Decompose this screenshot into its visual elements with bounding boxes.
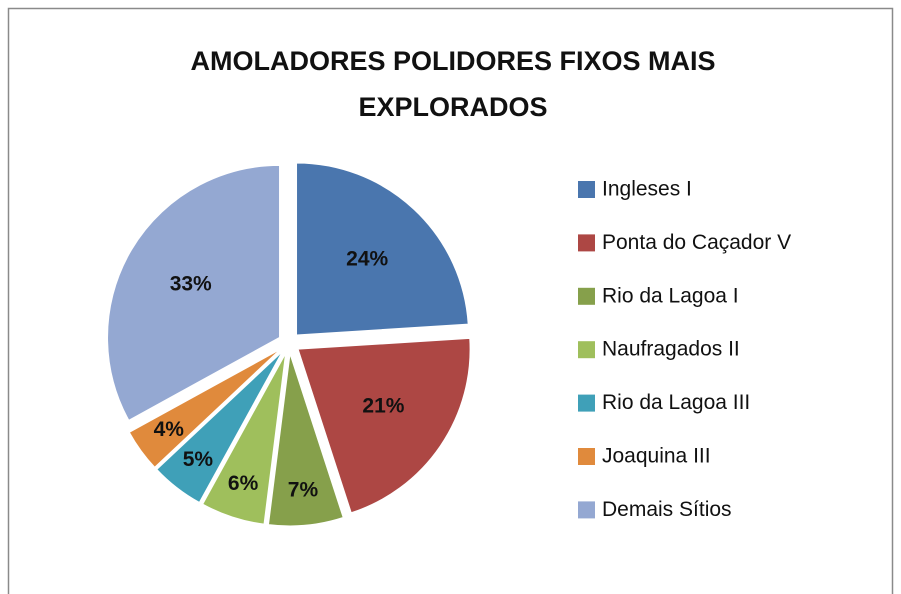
data-label: 24% — [346, 247, 388, 270]
data-label: 33% — [170, 272, 212, 295]
pie-slice — [267, 353, 344, 527]
legend-label: Ponta do Caçador V — [602, 231, 791, 254]
pie-slice — [297, 337, 471, 514]
legend-swatch — [578, 448, 595, 465]
legend-swatch — [578, 394, 595, 412]
legend-label: Ingleses I — [602, 178, 692, 201]
pie-slice — [107, 164, 281, 421]
pie-slice — [156, 351, 283, 504]
data-label: 4% — [154, 418, 185, 441]
legend-label: Demais Sítios — [602, 498, 732, 521]
legend-label: Naufragados II — [602, 338, 740, 361]
legend-swatch — [578, 234, 595, 252]
data-label: 6% — [228, 472, 259, 495]
data-label: 5% — [183, 448, 214, 471]
pie-slice — [202, 353, 287, 525]
chart-border — [7, 7, 894, 594]
pie-slice — [296, 162, 469, 336]
chart-title: AMOLADORES POLIDORES FIXOS MAIS EXPLORAD… — [190, 46, 716, 122]
legend-label: Rio da Lagoa I — [602, 284, 739, 307]
legend-swatch — [578, 287, 595, 305]
pie-slice — [128, 349, 281, 468]
legend-swatch — [578, 341, 595, 359]
data-label: 7% — [288, 478, 319, 501]
legend-label: Rio da Lagoa III — [602, 391, 750, 414]
legend-label: Joaquina III — [602, 445, 711, 468]
data-label: 21% — [362, 395, 404, 418]
legend-swatch — [578, 501, 595, 519]
legend-swatch — [578, 181, 595, 198]
